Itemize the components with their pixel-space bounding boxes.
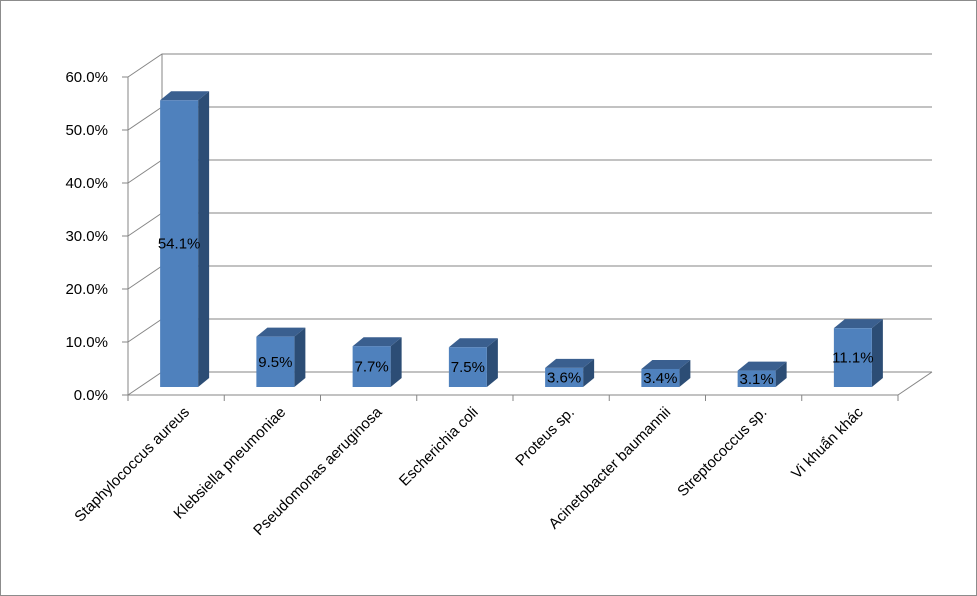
- bars: [160, 91, 883, 388]
- category-label: Proteus sp.: [512, 404, 578, 470]
- bar: [256, 327, 306, 387]
- floor-right-edge: [897, 371, 933, 396]
- y-tick-label: 50.0%: [65, 122, 108, 139]
- data-label: 7.7%: [355, 359, 389, 376]
- gridline: [127, 159, 932, 184]
- bar: [641, 359, 691, 387]
- category-label: Escherichia coli: [396, 404, 482, 490]
- y-tick-labels: 0.0% 10.0% 20.0% 30.0% 40.0% 50.0% 60.0%: [65, 69, 108, 404]
- gridline: [127, 265, 932, 290]
- axes: [122, 54, 933, 401]
- data-label: 3.1%: [740, 371, 774, 388]
- y-tick-label: 60.0%: [65, 69, 108, 86]
- bar: [737, 361, 787, 387]
- gridlines: [127, 53, 932, 396]
- data-label: 7.5%: [451, 359, 485, 376]
- bar: [352, 337, 402, 387]
- bar: [160, 91, 210, 388]
- gridline: [127, 371, 932, 396]
- gridline: [127, 106, 932, 131]
- y-tick-label: 20.0%: [65, 281, 108, 298]
- bar: [545, 358, 595, 387]
- y-tick-label: 40.0%: [65, 175, 108, 192]
- y-tick-label: 0.0%: [74, 387, 108, 404]
- data-label: 9.5%: [258, 354, 292, 371]
- data-label: 3.6%: [547, 369, 581, 386]
- category-label: Vi khuẩn khác: [788, 403, 867, 482]
- gridline: [127, 212, 932, 237]
- y-tick-label: 30.0%: [65, 228, 108, 245]
- bar: [448, 338, 498, 387]
- y-tick-label: 10.0%: [65, 334, 108, 351]
- data-label: 3.4%: [643, 370, 677, 387]
- gridline: [127, 53, 932, 78]
- gridline: [127, 318, 932, 343]
- category-label: Streptococcus sp.: [674, 404, 770, 500]
- bar: [833, 319, 883, 387]
- data-label: 54.1%: [158, 236, 201, 253]
- data-label: 11.1%: [832, 350, 873, 367]
- data-labels: 54.1% 9.5% 7.7% 7.5% 3.6% 3.4% 3.1% 11.1%: [158, 236, 874, 388]
